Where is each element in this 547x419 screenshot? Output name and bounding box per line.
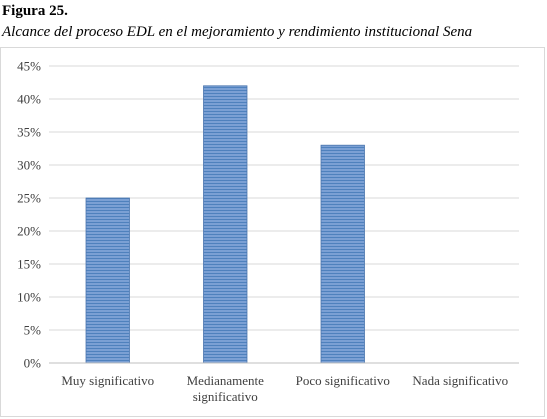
x-tick-label: Medianamente significativo — [187, 373, 264, 404]
bar — [85, 197, 130, 364]
y-tick-label: 20% — [17, 224, 41, 239]
figure-caption: Alcance del proceso EDL en el mejoramien… — [2, 24, 473, 40]
x-tick-label: Poco significativo — [296, 373, 390, 388]
y-tick-label: 30% — [17, 158, 41, 173]
y-tick-label: 45% — [17, 59, 41, 74]
y-tick-label: 0% — [24, 356, 42, 371]
bar — [320, 144, 365, 364]
figure-heading: Figura 25. Alcance del proceso EDL en el… — [2, 0, 545, 42]
y-tick-label: 5% — [24, 323, 42, 338]
y-tick-label: 25% — [17, 191, 41, 206]
y-tick-label: 35% — [17, 125, 41, 140]
bar-chart: 0% 5% 10% 15% 20% 25% 30% 35% 40% 45% Muy signifi… — [17, 59, 519, 404]
y-tick-label: 15% — [17, 257, 41, 272]
figure-label: Figura 25. — [2, 3, 68, 19]
y-tick-label: 10% — [17, 290, 41, 305]
y-tick-labels: 0% 5% 10% 15% 20% 25% 30% 35% 40% 45% — [17, 59, 41, 371]
y-tick-label: 40% — [17, 92, 41, 107]
x-tick-labels: Muy significativo Medianamente significati… — [61, 373, 508, 404]
x-tick-label: Nada significativo — [412, 373, 508, 388]
bar — [203, 85, 248, 364]
x-tick-label: Muy significativo — [61, 373, 154, 388]
chart-frame: 0% 5% 10% 15% 20% 25% 30% 35% 40% 45% Muy signifi… — [0, 47, 545, 417]
bars — [85, 85, 365, 364]
